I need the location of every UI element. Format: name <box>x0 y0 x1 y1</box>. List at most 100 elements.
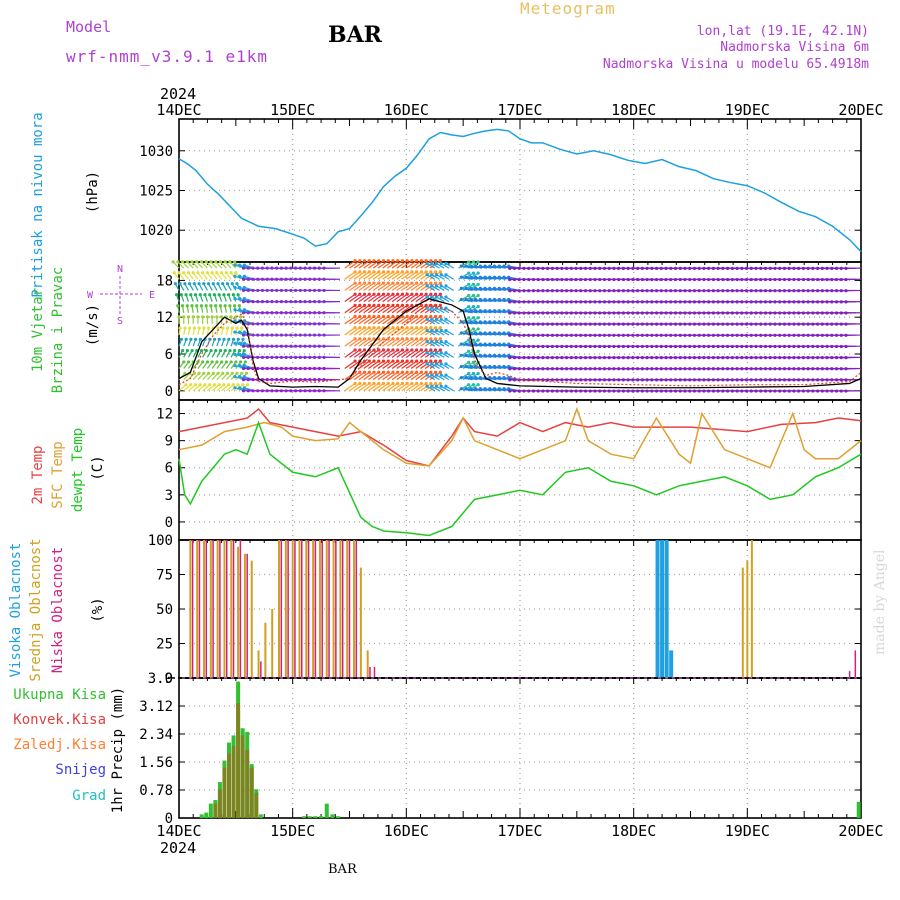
wind-arrowhead <box>233 304 237 308</box>
wind-arrow <box>391 349 403 358</box>
wind-arrow <box>405 293 418 303</box>
wind-arrowhead <box>574 356 578 360</box>
wind-arrowhead <box>579 356 583 360</box>
wind-arrowhead <box>773 333 777 337</box>
wind-arrowhead <box>219 271 224 275</box>
wind-arrowhead <box>476 271 480 275</box>
wind-arrowhead <box>839 389 843 393</box>
wind-arrowhead <box>602 277 607 282</box>
wind-arrowhead <box>602 289 607 293</box>
wind-arrowhead <box>692 367 697 371</box>
cloud-bar <box>314 540 317 678</box>
wind-arrowhead <box>284 322 288 326</box>
wind-arrowhead <box>602 322 607 326</box>
wind-arrowhead <box>410 303 414 307</box>
wind-arrowhead <box>560 266 564 270</box>
wind-arrow <box>358 282 370 291</box>
wind-arrowhead <box>830 389 834 393</box>
wind-arrowhead <box>353 281 357 285</box>
wind-arrowhead <box>279 288 284 293</box>
wind-arrowhead <box>626 367 630 371</box>
wind-arrowhead <box>308 277 312 281</box>
wind-arrowhead <box>372 281 376 285</box>
wind-arrowhead <box>697 356 701 360</box>
wind-arrowhead <box>744 289 749 293</box>
wind-arrowhead <box>251 378 255 382</box>
wind-arrowhead <box>367 359 371 363</box>
wind-arrowhead <box>617 367 621 371</box>
wind-arrowhead <box>593 333 597 337</box>
wind-arrowhead <box>579 367 583 371</box>
wind-arrowhead <box>527 289 531 293</box>
wind-arrow <box>377 304 389 314</box>
wind-arrowhead <box>353 337 357 341</box>
wind-arrowhead <box>564 378 569 382</box>
wind-arrowhead <box>471 383 476 387</box>
wind-arrowhead <box>787 367 791 371</box>
cloud-bar <box>243 553 246 678</box>
wind-arrowhead <box>362 359 367 363</box>
wind-arrowhead <box>497 331 501 335</box>
wind-arrowhead <box>730 289 734 293</box>
wind-arrowhead <box>459 264 463 268</box>
wind-arrowhead <box>225 282 230 286</box>
wind-arrowhead <box>574 344 578 349</box>
wind-arrowhead <box>820 311 824 315</box>
wind-arrowhead <box>303 299 307 304</box>
wind-arrowhead <box>607 322 611 326</box>
wind-arrowhead <box>434 261 439 266</box>
wind-arrowhead <box>579 266 583 270</box>
wind-arrowhead <box>353 381 357 386</box>
wind-arrowhead <box>730 378 734 382</box>
wind-arrowhead <box>221 371 225 375</box>
wind-arrowhead <box>476 371 480 376</box>
precip-total-bar <box>258 814 263 818</box>
wind-arrowhead <box>208 293 212 297</box>
wind-arrow <box>368 349 380 358</box>
wind-arrowhead <box>196 271 200 275</box>
wind-arrowhead <box>744 333 749 337</box>
wind-arrow <box>401 371 413 381</box>
wind-arrowhead <box>430 317 434 321</box>
wind-arrowhead <box>405 281 409 285</box>
wind-arrowhead <box>265 344 269 348</box>
wind-arrow <box>372 371 384 381</box>
wind-arrowhead <box>386 270 390 274</box>
wind-arrowhead <box>275 389 279 393</box>
wind-arrowhead <box>377 326 381 330</box>
wind-arrowhead <box>434 292 438 296</box>
wind-arrowhead <box>434 273 439 277</box>
wind-arrowhead <box>654 289 659 293</box>
wind-arrowhead <box>410 370 414 374</box>
wind-arrowhead <box>730 333 734 337</box>
wind-arrowhead <box>688 322 692 326</box>
wind-arrowhead <box>198 293 202 297</box>
wind-arrow <box>363 316 375 325</box>
wind-arrowhead <box>508 311 512 315</box>
wind-arrowhead <box>434 373 439 377</box>
wind-arrowhead <box>664 333 668 337</box>
wind-arrow <box>358 371 370 381</box>
wind-arrowhead <box>381 314 386 319</box>
wind-arrowhead <box>424 303 428 307</box>
wind-arrowhead <box>830 378 834 382</box>
wind-arrowhead <box>730 356 734 360</box>
wind-arrowhead <box>631 322 635 326</box>
wind-arrow <box>372 271 384 280</box>
wind-arrowhead <box>754 277 758 282</box>
wind-arrowhead <box>400 359 405 363</box>
precip-total-bar <box>324 803 329 818</box>
wind-arrowhead <box>429 359 433 363</box>
wind-arrowhead <box>546 277 550 282</box>
wind-arrowhead <box>237 304 241 308</box>
wind-arrowhead <box>444 284 448 288</box>
wind-arrowhead <box>726 367 730 371</box>
compass-north-label: N <box>117 264 123 275</box>
wind-arrowhead <box>322 322 326 326</box>
wind-arrowhead <box>744 266 749 270</box>
wind-arrowhead <box>377 281 381 285</box>
wind-arrowhead <box>564 367 569 371</box>
wind-arrowhead <box>702 356 706 360</box>
wind-arrowhead <box>555 344 559 349</box>
wind-arrowhead <box>429 370 433 374</box>
